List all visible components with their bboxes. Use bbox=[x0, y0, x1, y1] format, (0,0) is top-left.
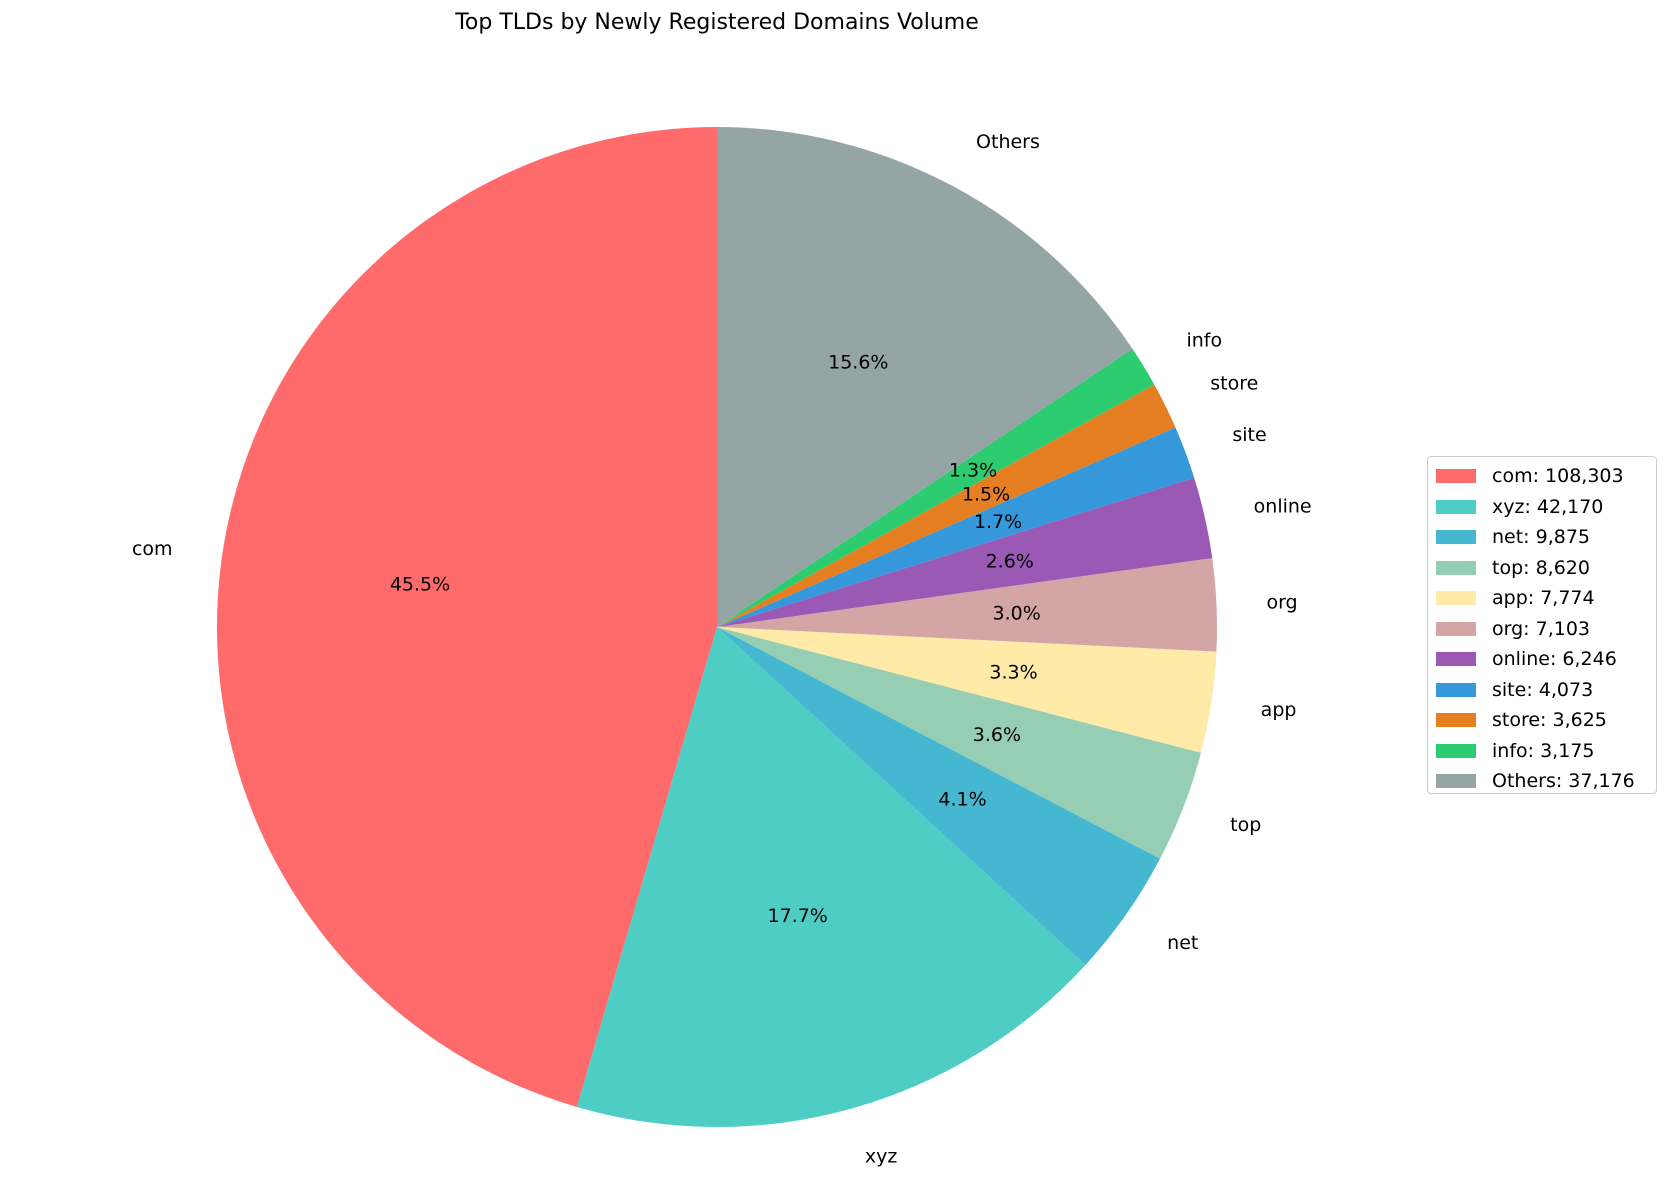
legend-label: com: 108,303 bbox=[1492, 465, 1624, 488]
slice-label-site: site bbox=[1232, 424, 1266, 446]
pie-chart: 45.5% com 17.7% xyz 4.1% net 3.6% top 3.3% app 3.0… bbox=[132, 127, 1312, 1168]
legend-item-app: app: 7,774 bbox=[1436, 583, 1648, 614]
legend-swatch bbox=[1436, 591, 1476, 606]
pie-slice-info bbox=[717, 348, 1155, 627]
slice-label-others: Others bbox=[976, 131, 1040, 153]
legend-label: info: 3,175 bbox=[1492, 739, 1595, 762]
pie-slice-top bbox=[717, 627, 1201, 859]
pct-label-net: 4.1% bbox=[938, 788, 986, 810]
pie-slice-store bbox=[717, 384, 1176, 627]
slice-label-net: net bbox=[1167, 932, 1198, 954]
pct-label-top: 3.6% bbox=[973, 724, 1021, 746]
legend-label: site: 4,073 bbox=[1492, 678, 1594, 701]
pct-label-others: 15.6% bbox=[828, 351, 888, 373]
legend: com: 108,303 xyz: 42,170 net: 9,875 top: 8,… bbox=[1427, 456, 1657, 794]
legend-item-store: store: 3,625 bbox=[1436, 705, 1648, 736]
slice-label-online: online bbox=[1254, 496, 1312, 518]
slice-label-org: org bbox=[1266, 592, 1297, 614]
legend-item-org: org: 7,103 bbox=[1436, 614, 1648, 645]
slice-label-app: app bbox=[1261, 699, 1297, 721]
legend-label: app: 7,774 bbox=[1492, 587, 1595, 610]
legend-swatch bbox=[1436, 469, 1476, 484]
legend-label: top: 8,620 bbox=[1492, 556, 1590, 579]
slice-label-com: com bbox=[132, 538, 173, 560]
pct-label-site: 1.7% bbox=[974, 511, 1022, 533]
legend-item-site: site: 4,073 bbox=[1436, 675, 1648, 706]
slice-label-xyz: xyz bbox=[865, 1146, 897, 1168]
legend-swatch bbox=[1436, 560, 1476, 575]
pie-slice-net bbox=[717, 627, 1161, 965]
legend-item-xyz: xyz: 42,170 bbox=[1436, 492, 1648, 523]
legend-swatch bbox=[1436, 743, 1476, 758]
legend-label: Others: 37,176 bbox=[1492, 770, 1635, 793]
pie-labels: 45.5% com 17.7% xyz 4.1% net 3.6% top 3.3% app 3.0… bbox=[132, 131, 1312, 1168]
legend-swatch bbox=[1436, 499, 1476, 514]
pct-label-info: 1.3% bbox=[949, 460, 997, 482]
legend-item-com: com: 108,303 bbox=[1436, 461, 1648, 492]
pct-label-org: 3.0% bbox=[993, 603, 1041, 625]
legend-swatch bbox=[1436, 530, 1476, 545]
slice-label-store: store bbox=[1210, 373, 1258, 395]
pct-label-xyz: 17.7% bbox=[767, 905, 827, 927]
legend-item-others: Others: 37,176 bbox=[1436, 766, 1648, 797]
legend-swatch bbox=[1436, 621, 1476, 636]
pie-slice-online bbox=[717, 477, 1213, 627]
legend-swatch bbox=[1436, 713, 1476, 728]
legend-label: xyz: 42,170 bbox=[1492, 495, 1604, 518]
pie-slice-com bbox=[216, 127, 717, 1107]
pct-label-app: 3.3% bbox=[989, 661, 1037, 683]
pct-label-com: 45.5% bbox=[390, 574, 450, 596]
pie-slice-others bbox=[717, 127, 1133, 627]
legend-label: online: 6,246 bbox=[1492, 648, 1617, 671]
pie-slice-app bbox=[717, 627, 1217, 753]
legend-item-online: online: 6,246 bbox=[1436, 644, 1648, 675]
legend-swatch bbox=[1436, 682, 1476, 697]
legend-label: store: 3,625 bbox=[1492, 709, 1607, 732]
legend-label: net: 9,875 bbox=[1492, 526, 1591, 549]
legend-item-net: net: 9,875 bbox=[1436, 522, 1648, 553]
pie-slice-org bbox=[717, 558, 1217, 652]
legend-swatch bbox=[1436, 652, 1476, 667]
chart-title: Top TLDs by Newly Registered Domains Vol… bbox=[455, 10, 979, 35]
legend-label: org: 7,103 bbox=[1492, 617, 1590, 640]
pie-slice-xyz bbox=[576, 627, 1086, 1127]
pie-slices bbox=[216, 127, 1217, 1127]
pct-label-online: 2.6% bbox=[986, 550, 1034, 572]
pie-slice-site bbox=[717, 427, 1195, 627]
pct-label-store: 1.5% bbox=[962, 483, 1010, 505]
legend-swatch bbox=[1436, 774, 1476, 789]
legend-item-top: top: 8,620 bbox=[1436, 553, 1648, 584]
legend-item-info: info: 3,175 bbox=[1436, 736, 1648, 767]
slice-label-top: top bbox=[1230, 814, 1261, 836]
slice-label-info: info bbox=[1186, 329, 1222, 351]
